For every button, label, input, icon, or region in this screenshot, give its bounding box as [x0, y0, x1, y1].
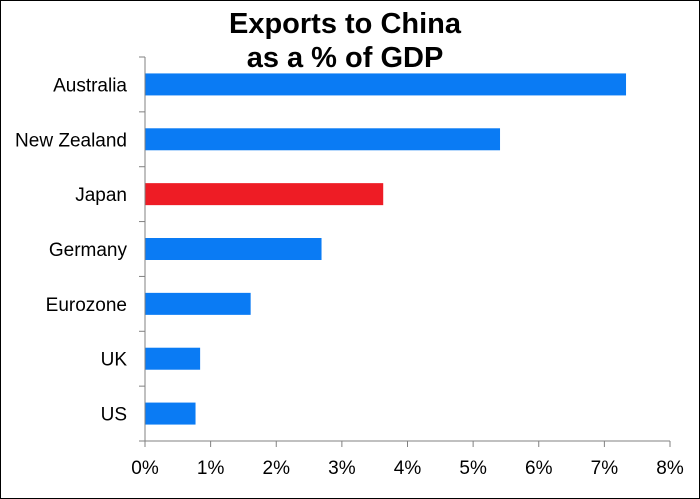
bar-new-zealand [145, 128, 501, 151]
category-label: Japan [75, 185, 127, 206]
chart-title-line-1: Exports to China [229, 8, 462, 40]
bar-australia [145, 73, 627, 96]
bar-us [145, 402, 196, 425]
x-tick-label: 4% [394, 458, 422, 479]
bar-japan [145, 183, 384, 206]
category-label: UK [101, 350, 128, 371]
axes-layer [139, 56, 671, 447]
x-tick-label: 5% [459, 458, 487, 479]
x-tick-label: 2% [263, 458, 291, 479]
bar-uk [145, 347, 201, 370]
category-label: Australia [53, 75, 127, 96]
x-tick-label: 1% [197, 458, 225, 479]
x-tick-label: 7% [591, 458, 619, 479]
bar-eurozone [145, 292, 251, 315]
chart-title-line-2: as a % of GDP [247, 42, 444, 74]
category-label: Eurozone [46, 295, 127, 316]
category-label: US [101, 405, 127, 426]
category-label: New Zealand [15, 130, 127, 151]
category-label: Germany [49, 240, 128, 261]
x-tick-label: 0% [131, 458, 159, 479]
labels-layer: Australia New Zealand Japan Germany Eurozone… [15, 75, 684, 479]
bar-germany [145, 238, 322, 260]
x-tick-label: 3% [328, 458, 356, 479]
x-tick-label: 6% [525, 458, 553, 479]
bars-layer [145, 73, 627, 425]
x-tick-label: 8% [656, 458, 684, 479]
